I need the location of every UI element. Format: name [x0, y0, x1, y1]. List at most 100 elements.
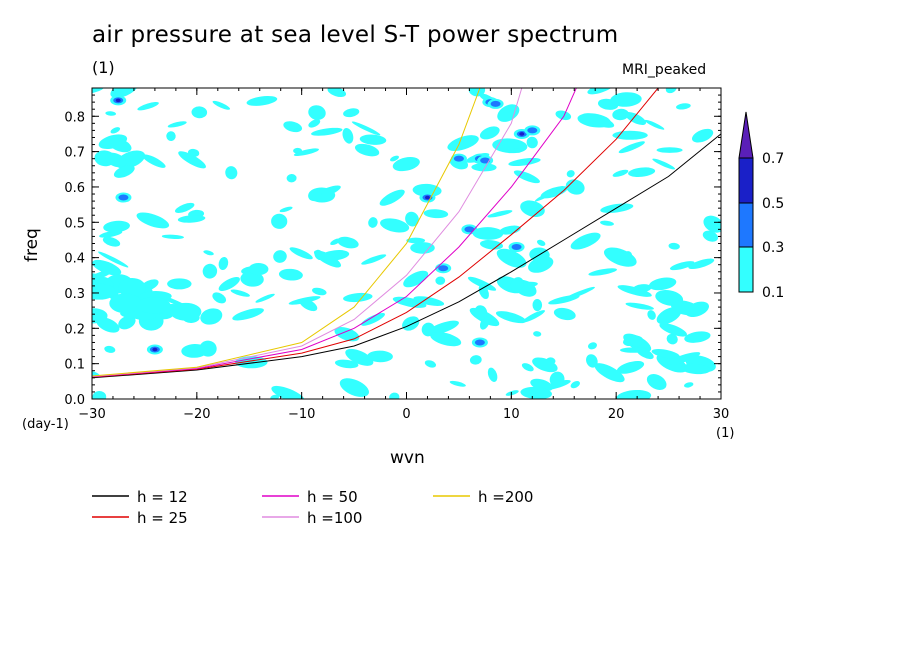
- legend-label: h =200: [478, 488, 533, 506]
- power-speckle: [656, 147, 683, 153]
- power-speckle: [361, 312, 385, 326]
- x-tick-label: 30: [713, 407, 730, 422]
- dispersion-curve: [92, 88, 577, 378]
- power-speckle: [389, 392, 400, 399]
- colorbar-label: 0.7: [762, 151, 784, 167]
- power-speckle: [646, 374, 667, 390]
- dispersion-curve: [92, 88, 481, 377]
- x-axis-label: wvn: [390, 448, 425, 468]
- power-speckle: [424, 360, 437, 368]
- power-speckle: [492, 138, 528, 154]
- power-speckle: [612, 130, 648, 140]
- power-speckle: [110, 127, 121, 134]
- power-speckle: [624, 112, 647, 125]
- power-region: [511, 244, 522, 251]
- power-speckle: [684, 382, 694, 388]
- power-speckle: [167, 121, 187, 128]
- y-tick-label: 0.5: [64, 216, 85, 231]
- power-speckle: [92, 88, 105, 94]
- power-region: [152, 347, 158, 352]
- power-speckle: [533, 331, 542, 337]
- power-speckle: [278, 268, 303, 281]
- power-speckle: [283, 121, 303, 133]
- power-speckle: [109, 293, 142, 314]
- power-speckle: [449, 380, 466, 387]
- chart-title: air pressure at sea level S-T power spec…: [92, 22, 619, 48]
- dispersion-curve: [92, 133, 721, 379]
- dispersion-curves: [92, 88, 721, 379]
- power-speckle: [497, 104, 520, 122]
- power-speckle: [526, 136, 538, 149]
- power-speckle: [345, 348, 374, 366]
- power-speckle: [570, 380, 580, 389]
- power-speckle: [520, 386, 552, 399]
- power-speckle: [610, 92, 642, 107]
- power-speckle: [536, 239, 546, 246]
- power-speckle: [472, 227, 504, 240]
- power-speckle: [174, 202, 195, 213]
- power-speckle: [570, 232, 601, 250]
- dispersion-curve: [92, 88, 659, 378]
- power-region: [464, 226, 475, 233]
- power-speckle: [667, 352, 701, 365]
- power-speckle: [588, 268, 617, 276]
- power-speckle: [212, 292, 227, 304]
- power-speckle: [521, 363, 534, 372]
- power-region: [424, 195, 430, 200]
- power-speckle: [279, 206, 293, 213]
- colorbar-segment: [738, 157, 754, 204]
- power-speckle: [499, 225, 521, 235]
- power-speckle: [586, 354, 598, 368]
- legend-label: h =100: [307, 509, 362, 527]
- x-tick-label: −10: [288, 407, 315, 422]
- power-speckle: [413, 296, 445, 306]
- power-speckle: [311, 127, 343, 136]
- power-speckle: [469, 355, 482, 365]
- power-speckle: [652, 158, 676, 170]
- y-tick-label: 0.2: [64, 322, 85, 337]
- power-speckle: [255, 293, 275, 303]
- power-speckle: [200, 308, 223, 325]
- chart-subtitle: (1): [92, 58, 115, 77]
- power-speckle: [603, 247, 637, 267]
- power-speckle: [327, 88, 347, 98]
- x-tick-label: 10: [503, 407, 520, 422]
- power-speckle: [430, 331, 462, 347]
- power-speckle: [555, 110, 572, 121]
- power-speckle: [98, 251, 129, 268]
- power-speckle: [648, 277, 677, 291]
- power-speckle: [666, 333, 678, 345]
- power-speckle: [161, 234, 184, 239]
- power-speckle: [513, 148, 522, 153]
- power-speckle: [273, 250, 287, 263]
- power-region: [490, 100, 501, 107]
- power-speckle: [617, 285, 652, 297]
- power-speckle: [691, 128, 714, 143]
- power-speckle: [474, 305, 488, 320]
- power-speckle: [108, 138, 132, 153]
- power-speckle: [629, 335, 644, 347]
- power-speckle: [178, 151, 207, 169]
- power-speckle: [668, 242, 680, 250]
- power-speckle: [203, 250, 214, 256]
- power-speckle: [334, 359, 359, 369]
- power-region: [480, 157, 491, 164]
- x-tick-label: 0: [402, 407, 410, 422]
- power-speckle: [218, 276, 240, 292]
- power-speckle: [659, 323, 688, 337]
- power-speckle: [676, 103, 691, 110]
- power-speckle: [403, 270, 429, 288]
- power-speckle: [620, 347, 646, 353]
- legend-label: h = 12: [137, 488, 188, 506]
- power-speckle: [92, 390, 107, 399]
- power-region: [519, 132, 525, 136]
- power-speckle: [532, 299, 543, 312]
- power-speckle: [166, 131, 176, 141]
- power-contours: [92, 88, 721, 399]
- power-speckle: [212, 100, 231, 110]
- power-speckle: [299, 298, 318, 312]
- power-speckle: [199, 340, 217, 357]
- power-speckle: [471, 163, 497, 172]
- power-speckle: [343, 108, 360, 118]
- power-speckle: [405, 211, 419, 227]
